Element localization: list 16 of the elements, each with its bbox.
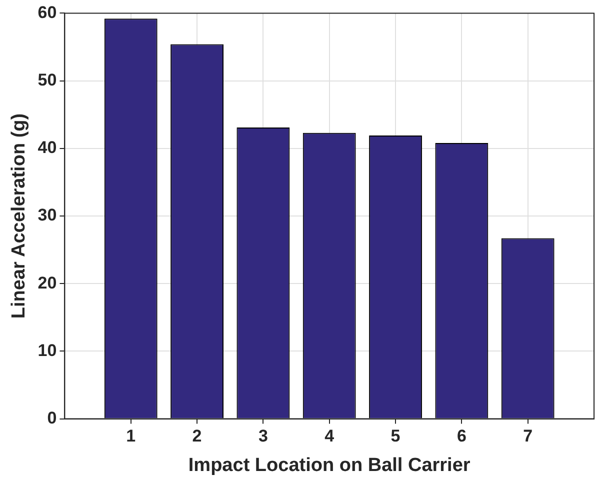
x-tick-label: 2	[192, 426, 202, 446]
y-tick-label: 30	[38, 206, 57, 225]
x-tick-label: 5	[390, 426, 400, 446]
y-tick-label: 0	[47, 408, 57, 428]
y-tick-label: 10	[38, 340, 57, 360]
x-tick-label: 7	[523, 426, 533, 446]
y-tick-label: 50	[38, 70, 57, 90]
x-tick-label: 4	[324, 426, 335, 446]
y-tick-label: 60	[38, 2, 57, 22]
x-tick-label: 3	[258, 426, 268, 446]
y-tick-label: 20	[38, 273, 57, 292]
y-tick-label: 40	[38, 138, 57, 158]
x-tick-label: 1	[126, 426, 136, 446]
y-axis-title: Linear Acceleration (g)	[8, 113, 30, 319]
x-axis-title: Impact Location on Ball Carrier	[188, 454, 471, 476]
x-tick-label: 6	[456, 426, 466, 446]
